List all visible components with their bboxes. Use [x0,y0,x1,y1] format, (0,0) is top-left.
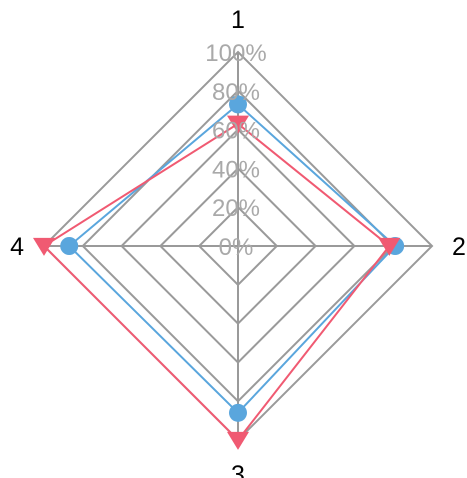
axis-label-2: 2 [452,233,466,261]
series-1-point-3 [229,403,247,422]
radial-tick-label: 0% [219,234,254,261]
series-1-point-4 [60,237,79,255]
series-2-point-1 [227,115,249,134]
axis-label-3: 3 [231,461,245,478]
radial-tick-labels: 0% 20% 40% 60% 80% 100% [205,40,266,261]
radar-series [33,95,405,450]
series-1-point-1 [229,95,247,114]
radial-tick-label: 100% [205,40,266,67]
series-2-point-2 [378,237,401,256]
series-2-point-4 [33,237,55,256]
axis-labels: 1 2 3 4 [10,6,466,478]
axis-label-1: 1 [231,6,245,34]
radial-tick-label: 40% [212,156,260,183]
radial-tick-label: 80% [212,79,260,106]
axis-label-4: 4 [10,233,24,261]
series-2-point-3 [227,431,249,450]
radial-tick-label: 20% [212,195,260,222]
radial-tick-label: 60% [212,118,260,145]
